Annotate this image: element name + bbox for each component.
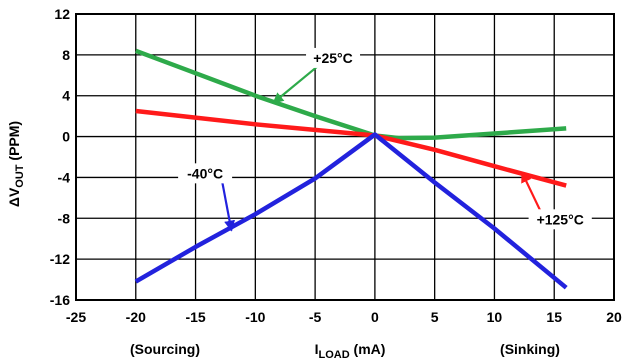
y-tick-label: -4 bbox=[58, 169, 71, 185]
y-tick-label: -12 bbox=[50, 251, 70, 267]
x-tick-label: 15 bbox=[546, 309, 562, 325]
region-label-sourcing: (Sourcing) bbox=[130, 341, 200, 357]
annotation-layer: +25°C +125°C -40°C bbox=[178, 47, 592, 232]
annotation-label: +125°C bbox=[537, 211, 584, 227]
x-tick-label: -20 bbox=[126, 309, 146, 325]
y-tick-label: -8 bbox=[58, 210, 71, 226]
y-axis-label-sub: OUT bbox=[14, 164, 26, 188]
series-layer bbox=[134, 48, 568, 290]
y-tick-label: 12 bbox=[54, 6, 70, 22]
x-axis-label-unit: (mA) bbox=[350, 341, 386, 357]
annotation-label: -40°C bbox=[187, 165, 223, 181]
tick-labels: -25 -20 -15 -10 -5 0 5 10 15 20 12 8 4 0 -4 -8 -12 -16 bbox=[50, 6, 622, 325]
x-tick-label: -5 bbox=[309, 309, 322, 325]
x-axis-label-sub: LOAD bbox=[318, 349, 349, 361]
annotation-label: +25°C bbox=[313, 50, 352, 66]
x-axis-label: ILOAD (mA) bbox=[315, 341, 386, 361]
x-tick-label: 5 bbox=[431, 309, 439, 325]
y-tick-label: -16 bbox=[50, 292, 70, 308]
y-tick-label: 0 bbox=[62, 129, 70, 145]
y-axis-label: ΔVOUT (PPM) bbox=[6, 121, 26, 207]
y-axis-label-main: ΔV bbox=[6, 187, 22, 207]
region-label-sinking: (Sinking) bbox=[500, 341, 560, 357]
x-tick-label: 20 bbox=[606, 309, 622, 325]
y-tick-label: 4 bbox=[62, 88, 70, 104]
x-tick-label: -15 bbox=[185, 309, 205, 325]
x-axis-label-main: I bbox=[315, 341, 319, 357]
series-line-plus125c bbox=[135, 108, 567, 188]
plot-frame bbox=[75, 13, 615, 301]
x-tick-label: 10 bbox=[487, 309, 503, 325]
annotation-label-bg bbox=[178, 163, 233, 184]
annotation-label-bg bbox=[306, 47, 361, 68]
annotation-arrow bbox=[221, 181, 235, 232]
annotation-arrow bbox=[520, 171, 542, 212]
x-tick-label: -25 bbox=[66, 309, 86, 325]
x-tick-label: -10 bbox=[245, 309, 265, 325]
x-tick-label: 0 bbox=[371, 309, 379, 325]
annotation-label-bg bbox=[528, 209, 592, 230]
series-line-minus40c bbox=[134, 132, 568, 290]
annotation-arrow bbox=[272, 65, 319, 104]
y-tick-label: 8 bbox=[62, 47, 70, 63]
y-axis-label-unit: (PPM) bbox=[6, 121, 22, 165]
